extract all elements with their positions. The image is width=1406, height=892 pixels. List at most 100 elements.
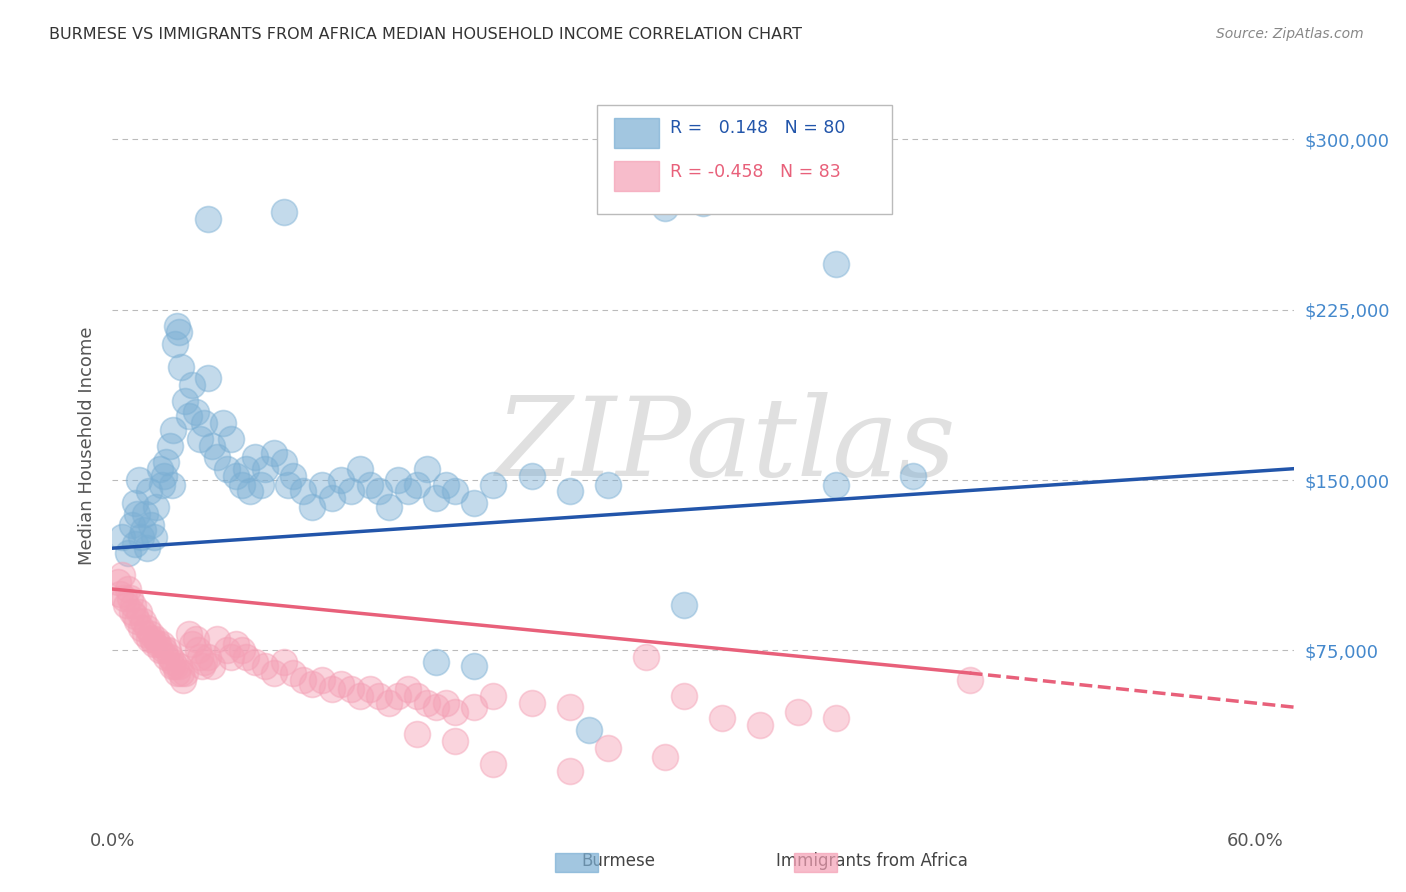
Point [387, 689, 409, 703]
Point [825, 711, 848, 725]
Point [207, 632, 229, 646]
Point [245, 450, 267, 465]
Point [193, 655, 215, 669]
Point [159, 439, 181, 453]
Point [482, 756, 505, 771]
Point [672, 598, 695, 612]
Point [359, 477, 381, 491]
Point [121, 605, 143, 619]
Point [219, 432, 242, 446]
Point [156, 643, 179, 657]
Point [170, 359, 193, 374]
Point [273, 655, 295, 669]
Point [368, 689, 391, 703]
Point [321, 681, 343, 696]
Point [253, 461, 276, 475]
Point [301, 677, 323, 691]
Point [482, 689, 505, 703]
Point [132, 523, 155, 537]
Point [520, 696, 543, 710]
Point [127, 507, 149, 521]
Point [177, 627, 200, 641]
Point [235, 461, 257, 475]
Text: BURMESE VS IMMIGRANTS FROM AFRICA MEDIAN HOUSEHOLD INCOME CORRELATION CHART: BURMESE VS IMMIGRANTS FROM AFRICA MEDIAN… [49, 27, 803, 42]
Point [396, 681, 419, 696]
Point [124, 536, 146, 550]
Point [121, 518, 143, 533]
Text: R =   0.148   N = 80: R = 0.148 N = 80 [669, 120, 845, 137]
Point [173, 393, 195, 408]
Text: ZIPatlas: ZIPatlas [496, 392, 957, 500]
Point [406, 689, 429, 703]
Point [111, 568, 134, 582]
Point [273, 205, 295, 219]
Point [145, 632, 167, 646]
Point [135, 541, 157, 556]
Point [711, 711, 734, 725]
Point [444, 484, 467, 499]
Point [149, 461, 172, 475]
Point [139, 627, 162, 641]
Point [188, 432, 211, 446]
Point [128, 473, 150, 487]
Point [155, 455, 177, 469]
Point [434, 477, 457, 491]
Point [434, 696, 457, 710]
Point [173, 666, 195, 681]
Point [124, 609, 146, 624]
Point [165, 659, 187, 673]
Point [416, 696, 439, 710]
Point [191, 659, 214, 673]
Point [654, 201, 676, 215]
Point [186, 632, 208, 646]
Point [596, 477, 619, 491]
Point [177, 409, 200, 424]
Point [165, 336, 187, 351]
Point [425, 655, 447, 669]
Point [425, 491, 447, 506]
Point [124, 496, 146, 510]
Point [143, 530, 166, 544]
Point [463, 700, 485, 714]
Point [162, 423, 184, 437]
Point [245, 655, 267, 669]
Point [463, 496, 485, 510]
Point [197, 211, 219, 226]
Point [273, 455, 295, 469]
Point [634, 650, 657, 665]
Point [149, 643, 172, 657]
Point [558, 764, 581, 778]
Point [134, 627, 156, 641]
Point [396, 484, 419, 499]
Point [330, 677, 353, 691]
Point [129, 530, 152, 544]
Point [141, 632, 163, 646]
Point [187, 643, 209, 657]
Text: Source: ZipAtlas.com: Source: ZipAtlas.com [1216, 27, 1364, 41]
Point [263, 666, 285, 681]
Point [166, 318, 188, 333]
Point [197, 650, 219, 665]
Point [339, 484, 361, 499]
Point [181, 377, 204, 392]
Point [172, 673, 194, 687]
Point [311, 477, 333, 491]
Point [145, 500, 167, 515]
Point [200, 659, 222, 673]
Point [138, 484, 160, 499]
Point [311, 673, 333, 687]
Point [186, 405, 208, 419]
Point [368, 484, 391, 499]
Point [153, 643, 176, 657]
Point [825, 257, 848, 271]
Bar [614, 118, 659, 148]
Point [692, 196, 714, 211]
Point [239, 484, 262, 499]
Point [596, 741, 619, 756]
Point [349, 689, 371, 703]
Point [283, 666, 305, 681]
Point [283, 468, 305, 483]
Point [654, 750, 676, 764]
Text: Burmese: Burmese [582, 852, 655, 870]
Point [117, 582, 139, 596]
